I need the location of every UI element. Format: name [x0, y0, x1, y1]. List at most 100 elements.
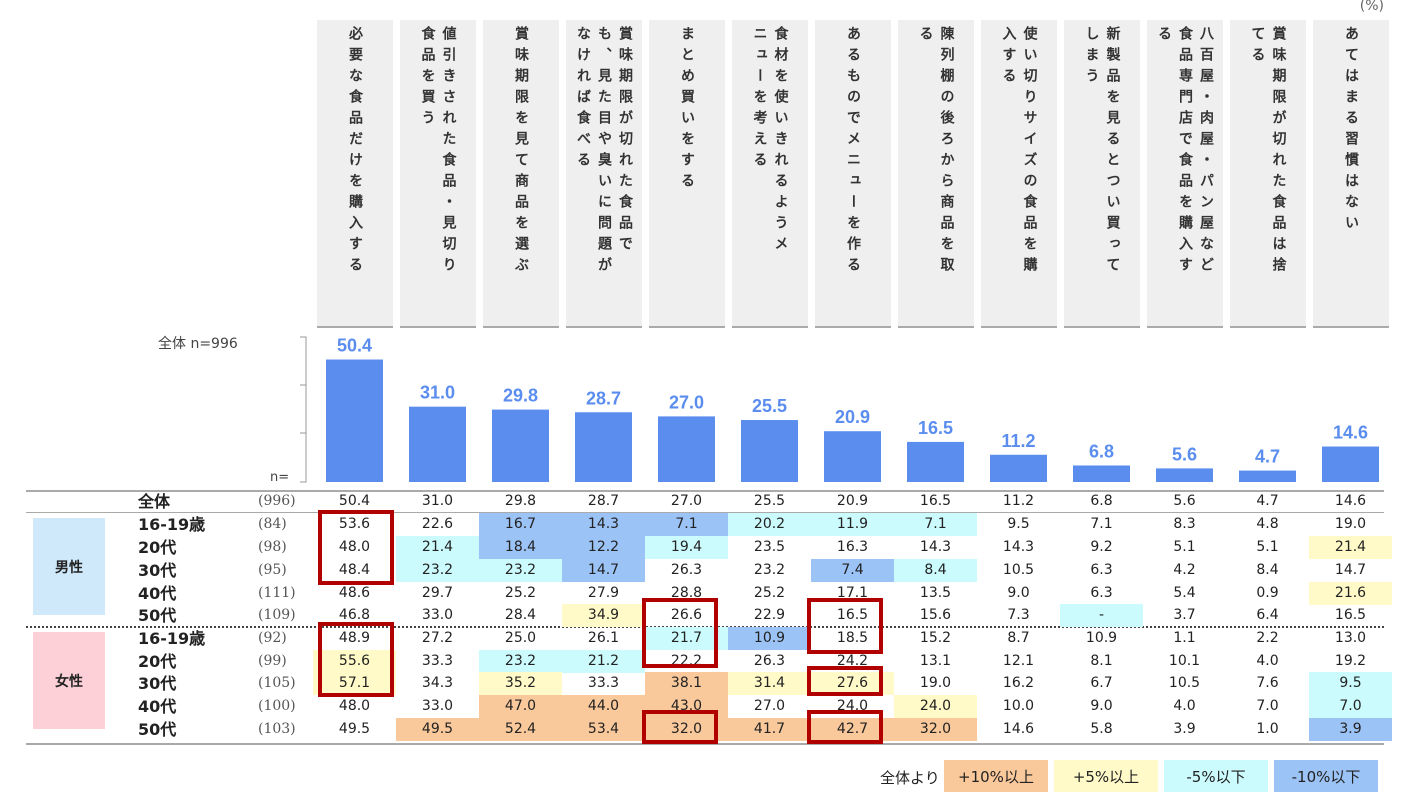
table-cell: 21.7: [645, 627, 728, 650]
row-sample-size: (92): [258, 630, 287, 646]
row-label: 40代: [138, 584, 177, 603]
column-header: あてはまる習慣はない: [1312, 20, 1389, 328]
legend-lead: 全体より: [880, 769, 940, 787]
table-cell: 3.9: [1309, 718, 1392, 741]
table-cell: 13.0: [1334, 630, 1367, 646]
column-header-text: 新製品を見るとつい買って: [1104, 26, 1121, 278]
table-cell: 14.7: [1334, 562, 1367, 578]
column-header: 賞味期限が切れた食品で も、見た目や臭いに問題が なければ食べる: [565, 20, 642, 328]
bar: [1239, 470, 1296, 482]
column-header-text: る: [917, 26, 934, 47]
table-rule: [26, 743, 1384, 745]
table-cell: 20.9: [836, 493, 869, 509]
table-cell: 46.8: [338, 607, 371, 623]
row-sample-size: (84): [258, 516, 287, 532]
highlight-box: [318, 510, 394, 585]
table-cell: 31.4: [728, 672, 811, 695]
table-cell: 33.3: [587, 675, 620, 691]
table-cell: 18.5: [836, 630, 869, 646]
table-cell: 16.5: [1334, 607, 1367, 623]
table-cell: 16.5: [919, 493, 952, 509]
row-sample-size: (996): [258, 493, 296, 509]
table-cell: 35.2: [479, 672, 562, 695]
table-cell: 57.1: [313, 672, 396, 695]
table-cell: 34.9: [562, 604, 645, 627]
table-cell: 4.0: [1173, 698, 1196, 714]
bar: [907, 441, 964, 482]
table-cell: 19.4: [645, 536, 728, 559]
column-header: 賞味期限が切れた食品は捨 てる: [1229, 20, 1306, 328]
table-cell: 25.2: [504, 585, 537, 601]
column-header-text: 食材を使いきれるようメ: [772, 26, 789, 257]
bar: [575, 412, 632, 482]
bar-chart: 50.4 31.0 29.8 28.7 27.0 25.5 20.9 16.5 11.2 6.8 5…: [300, 336, 1379, 483]
table-cell: 26.3: [753, 653, 786, 669]
table-cell: 8.7: [1007, 630, 1030, 646]
column-header-text: 使い切りサイズの食品を購: [1021, 26, 1038, 278]
table-cell: 49.5: [338, 721, 371, 737]
table-cell: 26.3: [670, 562, 703, 578]
highlight-box: [642, 598, 718, 668]
table-cell: 5.1: [1173, 539, 1196, 555]
table-cell: 4.2: [1173, 562, 1196, 578]
table-cell: 8.1: [1090, 653, 1113, 669]
bar: [1073, 465, 1130, 482]
table-cell: 21.4: [1309, 536, 1392, 559]
column-header-text: 八百屋・肉屋・パン屋など: [1198, 26, 1214, 278]
table-cell: 26.6: [670, 607, 703, 623]
bar-value-label: 4.7: [1255, 447, 1280, 467]
highlight-box: [318, 622, 394, 697]
column-header-text: 食品を買う: [419, 26, 436, 131]
table-cell: 24.0: [894, 695, 977, 718]
table-cell: 27.0: [670, 493, 703, 509]
table-cell: 11.2: [1002, 493, 1035, 509]
table-cell: 1.1: [1173, 630, 1196, 646]
highlight-box: [807, 598, 883, 654]
table-cell: 27.6: [811, 672, 894, 695]
table-cell: 7.1: [894, 513, 977, 536]
column-header-text: る: [1156, 26, 1172, 47]
bar-value-label: 11.2: [1001, 431, 1035, 451]
table-cell: 3.9: [1173, 721, 1196, 737]
bar: [824, 431, 881, 482]
legend-item: -10%以下: [1274, 760, 1378, 792]
table-row: 16-19歳 (92) 48.9 27.2 25.0 26.1 21.7 10.9 18.5 15…: [0, 627, 1404, 650]
table-cell: 48.0: [338, 698, 371, 714]
table-cell: 52.4: [479, 718, 562, 741]
table-cell: 7.1: [1090, 516, 1113, 532]
bar-value-label: 31.0: [420, 383, 455, 403]
table-cell: 23.2: [396, 559, 479, 582]
table-cell: 14.7: [562, 559, 645, 582]
table-cell: 10.0: [1002, 698, 1035, 714]
table-cell: 10.9: [728, 627, 811, 650]
row-label: 30代: [138, 561, 177, 580]
table-cell: 8.4: [1256, 562, 1279, 578]
bar: [658, 416, 715, 482]
table-rule: [26, 490, 1384, 492]
table-cell: 12.1: [1002, 653, 1035, 669]
bar-value-label: 28.7: [586, 388, 621, 408]
table-cell: 29.8: [504, 493, 537, 509]
table-cell: 27.9: [587, 585, 620, 601]
table-cell: 16.5: [836, 607, 869, 623]
column-header-text: 賞味期限が切れた食品は捨: [1270, 26, 1287, 278]
bar: [741, 420, 798, 482]
row-label: 30代: [138, 674, 177, 693]
bar: [326, 359, 383, 482]
table-cell: 14.3: [562, 513, 645, 536]
table-cell: 9.0: [1007, 585, 1030, 601]
table-cell: 21.4: [396, 536, 479, 559]
sex-group-label: 男性: [33, 518, 105, 615]
table-cell: 6.4: [1256, 607, 1279, 623]
legend-item: -5%以下: [1164, 760, 1268, 792]
table-row: 20代 (98) 48.0 21.4 18.4 12.2 19.4 23.5 16.3 14.3 1…: [0, 536, 1404, 559]
table-cell: 49.5: [396, 718, 479, 741]
table-cell: 48.0: [338, 539, 371, 555]
table-cell: 26.1: [587, 630, 620, 646]
row-label: 16-19歳: [138, 629, 206, 648]
table-cell: 33.0: [421, 607, 454, 623]
table-cell: 5.8: [1090, 721, 1113, 737]
table-cell: 34.3: [421, 675, 454, 691]
table-cell: 4.7: [1256, 493, 1279, 509]
column-header: 必要な食品だけを購入する: [316, 20, 393, 328]
